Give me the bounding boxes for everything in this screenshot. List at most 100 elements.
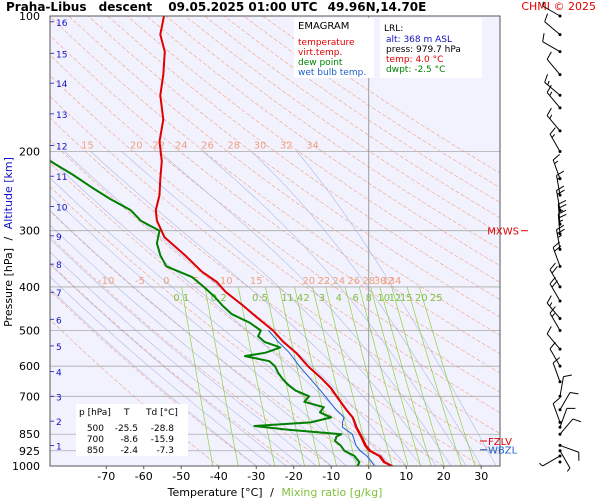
wind-barb-staff [549, 283, 561, 302]
wind-barb-half-feather [551, 313, 556, 317]
moist-adiabat-line [50, 177, 377, 466]
pressure-tick-label: 300 [19, 225, 40, 238]
theta-label: 34 [389, 276, 402, 287]
x-tick-label: 30 [474, 470, 488, 483]
mixing-ratio-label: 1.4 [287, 293, 303, 304]
wind-barb [546, 84, 562, 110]
wind-barb-staff [559, 376, 564, 397]
wind-barb [556, 185, 565, 212]
dry-adiabat-line [107, 16, 500, 300]
dry-adiabat-line [50, 16, 500, 355]
wind-barb-staff [556, 229, 561, 250]
moist-adiabat-line [50, 251, 302, 466]
wind-barbs [539, 1, 582, 472]
wind-barb [546, 51, 562, 77]
plot-frame [49, 15, 501, 467]
dry-adiabat-line [50, 35, 500, 374]
x-axis-title-temp: Temperature [°C] [167, 486, 263, 499]
theta-label: 15 [250, 276, 263, 287]
wind-barb-feather [546, 84, 552, 93]
wind-barb [549, 276, 562, 303]
wind-barb [546, 326, 562, 351]
theta-label: 24 [175, 140, 188, 151]
theta-label: 0 [163, 276, 169, 287]
wind-barb-staff [549, 312, 561, 331]
grid-lines [50, 16, 500, 466]
plot-area [50, 16, 500, 466]
fzlv-marker-label: FZLV [488, 437, 512, 448]
wind-barb-half-feather [549, 91, 553, 96]
lrl-box: LRL: alt: 368 m ASL press: 979.7 hPa tem… [380, 18, 482, 78]
altitude-tick-label: 8 [56, 261, 62, 271]
wind-barb-staff [557, 204, 561, 225]
lrl-temperature: temp: 4.0 °C [386, 55, 443, 65]
mixing-ratio-label: 0.1 [173, 293, 189, 304]
wind-barb-feather [556, 185, 565, 191]
altitude-tick-label: 2 [56, 418, 62, 428]
mixing-ratio-label: 25 [430, 293, 443, 304]
wind-barb-feather [551, 266, 558, 274]
x-tick-label: 20 [437, 470, 451, 483]
altitude-tick-label: 6 [56, 316, 62, 326]
wind-barb-feather [546, 326, 552, 335]
altitude-tick-label: 16 [56, 19, 68, 29]
wind-barb-half-feather [566, 467, 571, 472]
wind-barb [558, 449, 571, 472]
wind-barb-staff [552, 362, 561, 382]
theta-label: 30 [254, 140, 267, 151]
wind-barb-staff [559, 444, 579, 453]
altitude-tick-label: 13 [56, 111, 67, 121]
theta-label: 28 [362, 276, 375, 287]
wind-barb-feather [546, 295, 552, 304]
wind-barb-feather [556, 189, 565, 195]
table-cell-p: 500 [87, 424, 104, 434]
series-line-wet-bulb-temp [268, 330, 375, 466]
moist-adiabat-line [50, 288, 257, 466]
wind-barb [546, 295, 562, 320]
pressure-tick-label: 925 [19, 445, 40, 458]
wind-barb-staff [549, 269, 561, 288]
series-line-dew-point [50, 160, 361, 466]
theta-label: 10 [220, 276, 233, 287]
wind-barb [558, 460, 562, 464]
x-axis-title-mix: Mixing ratio [g/kg] [281, 486, 382, 499]
wind-barb-feather [552, 154, 560, 161]
mxws-marker-label: MXWS [487, 227, 519, 238]
wind-barb-staff [552, 159, 561, 179]
legend-item-temperature: temperature [298, 38, 355, 48]
altitude-tick-label: 5 [56, 343, 62, 353]
wind-barb-staff [559, 408, 568, 428]
moist-adiabat-line [50, 210, 347, 466]
wind-barb-feather [552, 397, 560, 404]
wind-barb-staff [546, 92, 561, 109]
legend-item-wet-bulb: wet bulb temp. [298, 68, 366, 78]
wbzl-marker-label: WBZL [488, 446, 518, 457]
table-cell-td: -7.3 [156, 446, 174, 456]
legend-box: EMAGRAM temperature virt.temp. dew point… [294, 18, 374, 78]
wind-barb-staff [549, 348, 561, 367]
legend-item-virt-temp: virt.temp. [298, 48, 342, 58]
wind-barb-staff [559, 418, 574, 435]
table-cell-p: 700 [87, 435, 104, 445]
wind-barb-half-feather [549, 302, 553, 307]
theta-label: 32 [381, 276, 394, 287]
dry-adiabat-line [223, 16, 500, 203]
theta-label: 22 [317, 276, 330, 287]
wind-barb-half-feather [551, 133, 556, 138]
altitude-tick-label: 1 [56, 442, 62, 452]
mixing-ratio-label: 2 [303, 293, 309, 304]
moist-adiabat-line [50, 224, 332, 466]
dry-adiabat-line [50, 262, 294, 466]
wind-barb-staff [544, 21, 561, 36]
mixing-ratio-label: 12 [389, 293, 402, 304]
dry-adiabat-line [87, 16, 500, 318]
theta-label: 20 [302, 276, 315, 287]
chart-header: Praha-Libus descent 09.05.2025 01:00 UTC… [6, 0, 426, 14]
theta-label: -5 [135, 276, 145, 287]
wind-barb-staff [542, 455, 561, 467]
theta-labels: 15 20 22 24 26 28 30 32 34-10 -5 0 5 10 15 20 22 24 26 283… [81, 140, 401, 286]
table-cell-t: -25.5 [115, 424, 138, 434]
legend-title: EMAGRAM [298, 21, 349, 32]
